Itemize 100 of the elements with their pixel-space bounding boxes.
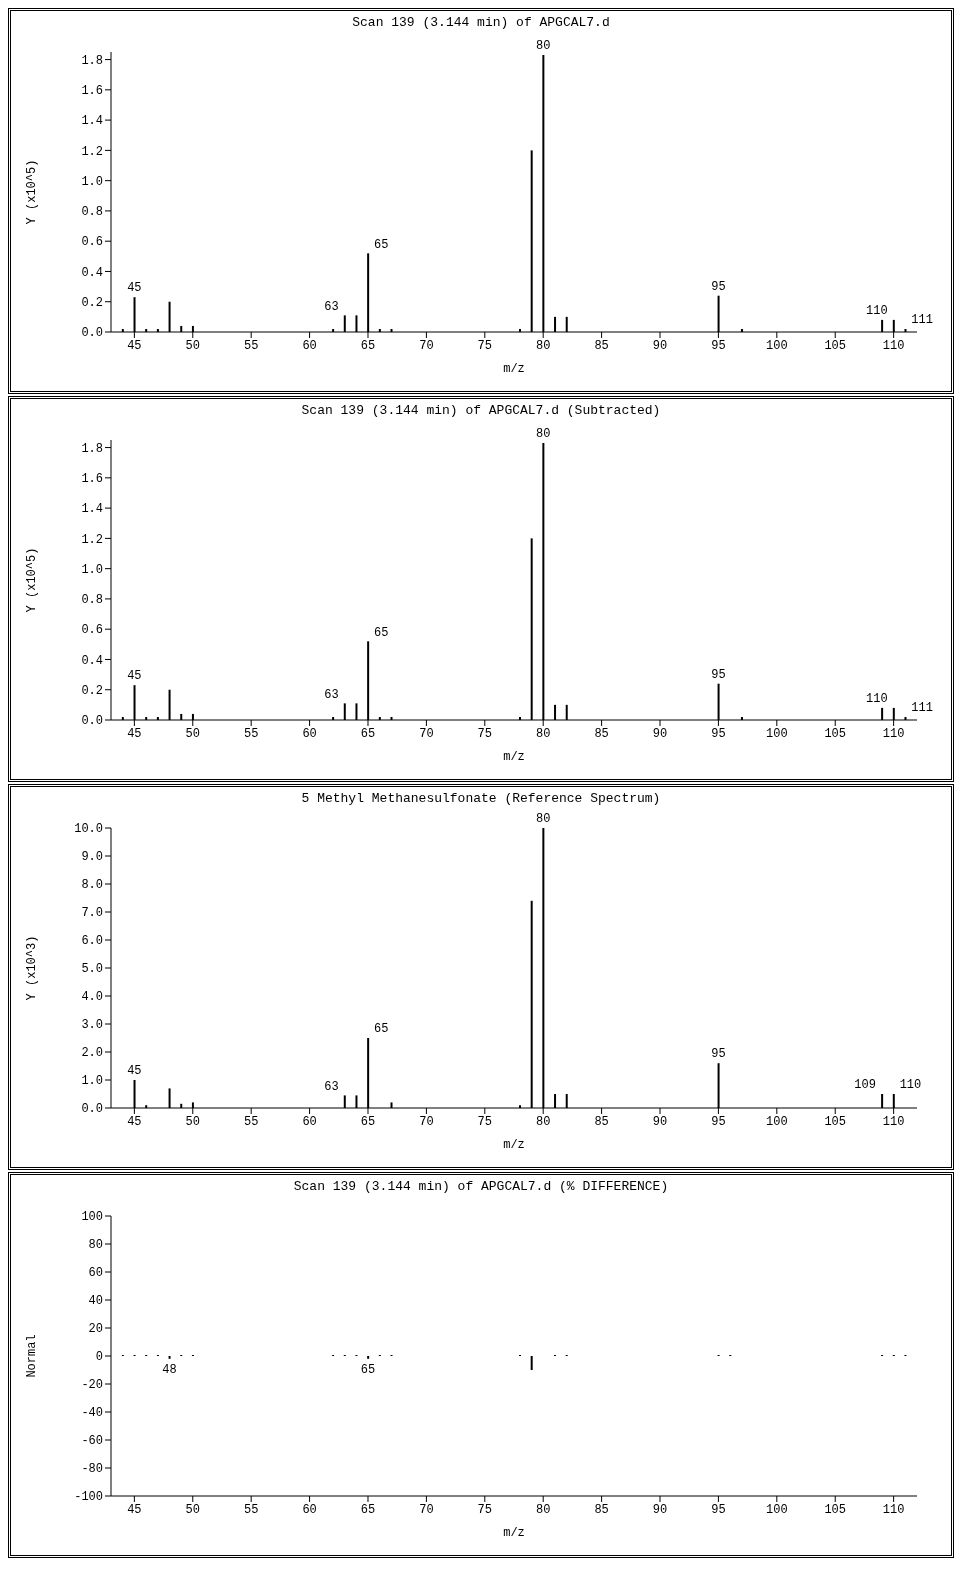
annotation: 63 (324, 1079, 339, 1094)
y-tick-label: 0.6 (81, 235, 103, 250)
x-tick-label: 85 (594, 726, 609, 741)
x-tick-label: 75 (477, 726, 492, 741)
chart-title: Scan 139 (3.144 min) of APGCAL7.d (% DIFFERENCE) (292, 1179, 670, 1194)
y-tick-label: -100 (74, 1490, 103, 1505)
y-tick-label: 1.4 (81, 502, 103, 517)
y-tick-label: 1.2 (81, 144, 103, 159)
y-tick-label: 0.4 (81, 653, 103, 668)
y-tick-label: 0.8 (81, 205, 103, 220)
x-tick-label: 65 (360, 1502, 376, 1517)
x-tick-label: 60 (302, 338, 317, 353)
y-tick-label: -20 (81, 1378, 103, 1393)
x-tick-label: 70 (419, 1114, 434, 1129)
x-tick-label: 110 (882, 1502, 905, 1517)
y-tick-label: 0.0 (81, 326, 103, 341)
y-tick-label: -80 (81, 1462, 103, 1477)
y-tick-label: 6.0 (81, 934, 103, 949)
x-tick-label: 95 (711, 726, 726, 741)
y-tick-label: 0 (95, 1350, 103, 1365)
x-tick-label: 65 (360, 1114, 376, 1129)
annotation: 45 (127, 669, 142, 684)
y-tick-label: 1.0 (81, 562, 103, 577)
x-tick-label: 70 (419, 1502, 434, 1517)
x-axis-title: m/z (503, 1138, 525, 1152)
x-tick-label: 105 (824, 1502, 847, 1517)
annotation: 109 (854, 1078, 876, 1093)
x-tick-label: 50 (185, 726, 200, 741)
y-tick-label: 80 (88, 1238, 103, 1253)
x-tick-label: 45 (127, 726, 142, 741)
annotation: 110 (866, 692, 888, 707)
x-tick-label: 45 (127, 338, 142, 353)
x-axis-title: m/z (503, 362, 525, 376)
chart-title: Scan 139 (3.144 min) of APGCAL7.d (Subtracted) (300, 403, 662, 418)
y-axis-title: Y (x10^3) (25, 935, 40, 1001)
x-tick-label: 105 (824, 338, 847, 353)
x-tick-label: 55 (243, 338, 259, 353)
x-tick-label: 90 (652, 1502, 668, 1517)
y-tick-label: 1.4 (81, 114, 103, 129)
x-tick-label: 75 (477, 1114, 492, 1129)
y-tick-label: 1.0 (81, 1074, 103, 1089)
chart-title: Scan 139 (3.144 min) of APGCAL7.d (351, 15, 611, 30)
x-tick-label: 55 (243, 1114, 259, 1129)
y-tick-label: 3.0 (81, 1018, 103, 1033)
x-tick-label: 70 (419, 726, 434, 741)
annotation: 95 (711, 279, 726, 294)
x-tick-label: 100 (766, 1502, 788, 1517)
annotation: 95 (711, 667, 726, 682)
x-tick-label: 65 (360, 338, 376, 353)
y-tick-label: 1.6 (81, 84, 103, 99)
x-tick-label: 45 (127, 1502, 142, 1517)
x-tick-label: 100 (766, 1114, 788, 1129)
y-tick-label: 7.0 (81, 906, 103, 921)
y-tick-label: 0.0 (81, 1102, 103, 1117)
x-tick-label: 90 (652, 1114, 668, 1129)
y-tick-label: 20 (88, 1322, 103, 1337)
y-tick-label: -40 (81, 1406, 103, 1421)
x-tick-label: 95 (711, 1502, 726, 1517)
x-tick-label: 80 (536, 338, 551, 353)
x-tick-label: 105 (824, 726, 847, 741)
annotation: 65 (373, 625, 389, 640)
x-tick-label: 85 (594, 1114, 609, 1129)
x-tick-label: 90 (652, 338, 668, 353)
y-axis-title: Normal (25, 1334, 40, 1378)
annotation: 111 (911, 313, 933, 328)
y-tick-label: 100 (81, 1210, 103, 1225)
x-axis-title: m/z (503, 750, 525, 764)
x-tick-label: 100 (766, 338, 788, 353)
y-tick-label: 0.4 (81, 265, 103, 280)
y-tick-label: 8.0 (81, 878, 103, 893)
x-tick-label: 60 (302, 726, 317, 741)
x-tick-label: 80 (536, 1502, 551, 1517)
x-tick-label: 50 (185, 1114, 200, 1129)
annotation: 48 (162, 1363, 177, 1378)
x-tick-label: 85 (594, 1502, 609, 1517)
annotation: 65 (373, 237, 389, 252)
y-tick-label: 1.6 (81, 472, 103, 487)
annotation: 63 (324, 687, 339, 702)
y-tick-label: 9.0 (81, 850, 103, 865)
x-tick-label: 55 (243, 726, 259, 741)
y-tick-label: 2.0 (81, 1046, 103, 1061)
annotation: 80 (536, 812, 551, 826)
y-axis-title: Y (x10^5) (25, 547, 40, 613)
x-axis-title: m/z (503, 1526, 525, 1540)
x-tick-label: 110 (882, 726, 905, 741)
x-tick-label: 100 (766, 726, 788, 741)
annotation: 45 (127, 1064, 142, 1078)
y-tick-label: 4.0 (81, 990, 103, 1005)
x-tick-label: 70 (419, 338, 434, 353)
annotation: 65 (373, 1022, 389, 1037)
x-tick-label: 85 (594, 338, 609, 353)
x-tick-label: 95 (711, 338, 726, 353)
x-tick-label: 60 (302, 1502, 317, 1517)
y-tick-label: 0.2 (81, 295, 103, 310)
y-tick-label: -60 (81, 1434, 103, 1449)
y-tick-label: 40 (88, 1294, 103, 1309)
annotation: 95 (711, 1047, 726, 1062)
x-tick-label: 90 (652, 726, 668, 741)
y-tick-label: 1.2 (81, 532, 103, 547)
annotation: 110 (866, 304, 888, 319)
